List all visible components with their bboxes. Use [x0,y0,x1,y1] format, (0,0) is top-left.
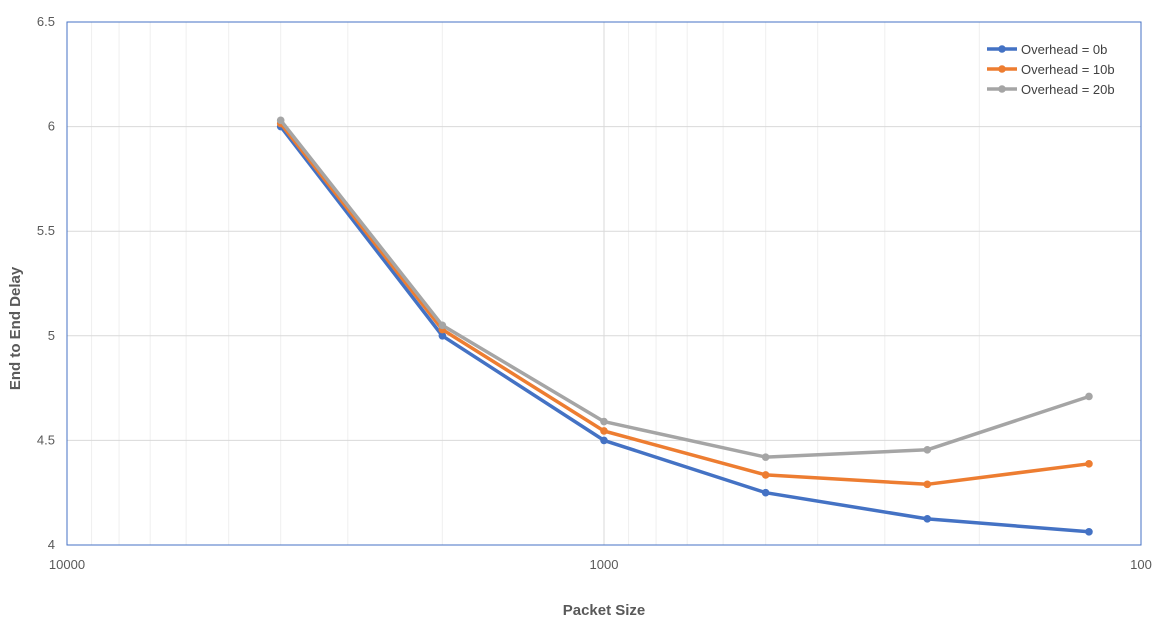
y-axis-tick-labels: 4 4.5 5 5.5 6 6.5 [37,14,55,552]
legend-swatch-marker [998,65,1006,73]
x-tick-label: 100 [1130,557,1152,572]
y-tick-label: 6.5 [37,14,55,29]
y-tick-label: 4 [48,537,55,552]
series-lines [276,116,1093,536]
data-point [761,471,770,479]
legend: Overhead = 0b Overhead = 10b Overhead = 20… [987,42,1115,97]
data-point [600,436,608,445]
data-point [276,116,285,125]
grid [66,21,1142,546]
y-tick-label: 5.5 [37,223,55,238]
data-point [438,332,447,340]
x-tick-label: 1000 [590,557,619,572]
y-tick-label: 4.5 [37,432,55,447]
y-axis-title: End to End Delay [7,266,24,390]
legend-label: Overhead = 20b [1021,82,1115,97]
x-axis-tick-labels: 10000 1000 100 [49,557,1152,572]
data-point [600,427,608,435]
legend-label: Overhead = 10b [1021,62,1115,77]
x-axis-title: Packet Size [563,602,646,619]
data-point [923,480,932,489]
data-point [761,453,770,461]
data-point [438,321,447,330]
data-point [1085,460,1093,468]
data-point [600,417,608,426]
data-point [1085,392,1093,401]
y-tick-label: 6 [48,119,55,134]
series-line-2 [279,119,1090,459]
legend-label: Overhead = 0b [1021,42,1107,57]
series-line-1 [279,122,1090,487]
data-point [1085,528,1093,536]
data-point [923,446,932,454]
plot-area-border [66,21,1142,546]
x-tick-label: 10000 [49,557,85,572]
legend-swatch-marker [998,45,1006,53]
data-point [923,515,932,523]
legend-swatch-marker [998,85,1006,93]
y-tick-label: 5 [48,328,55,343]
series-line-0 [279,125,1090,534]
data-point [761,488,770,497]
